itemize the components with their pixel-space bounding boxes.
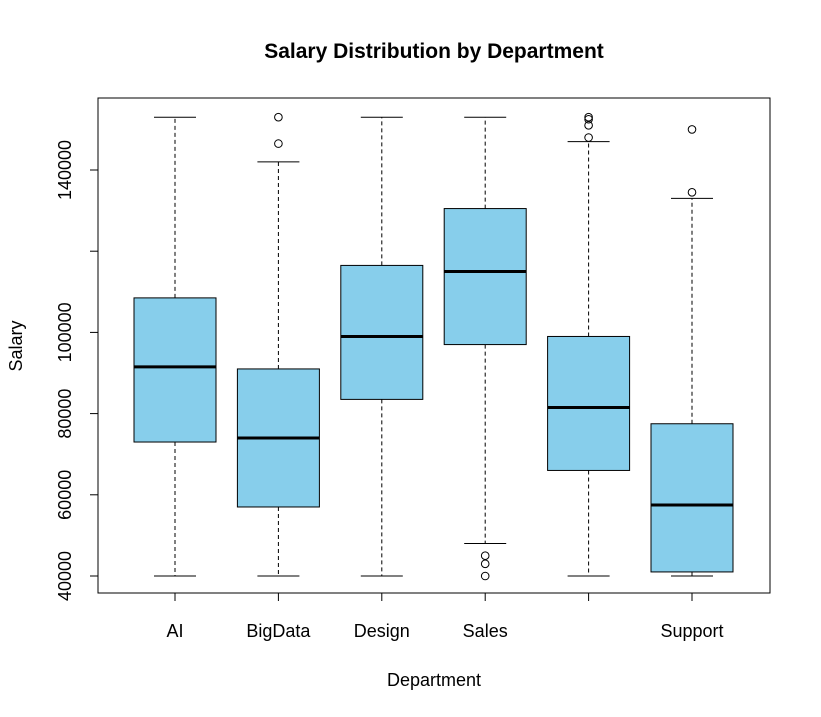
y-tick-label: 80000 [55, 389, 75, 439]
y-axis: 40000 60000 80000 100000 140000 [55, 140, 99, 601]
chart-title: Salary Distribution by Department [264, 40, 604, 63]
x-tick-label: Support [660, 621, 723, 641]
outlier-point [687, 125, 697, 134]
box-group [133, 112, 734, 581]
y-tick-label: 40000 [55, 551, 75, 601]
box-unlabeled [547, 112, 631, 577]
x-tick-label: Sales [463, 621, 508, 641]
outlier-point [687, 188, 697, 197]
iqr-box [547, 335, 631, 471]
outlier-point [274, 112, 283, 122]
y-tick-label: 100000 [55, 302, 75, 362]
y-tick-label: 60000 [55, 470, 75, 520]
outlier-point [480, 559, 490, 569]
x-tick-label: AI [166, 621, 183, 641]
iqr-box [650, 423, 734, 573]
outlier-point [480, 571, 490, 581]
outlier-point [480, 551, 490, 561]
iqr-box [443, 208, 527, 346]
iqr-box [133, 297, 217, 443]
box-bigdata [236, 112, 320, 577]
x-tick-label: BigData [246, 621, 311, 641]
outlier-point [584, 114, 593, 124]
x-axis-label: Department [387, 670, 481, 690]
outlier-point [274, 139, 283, 148]
box-support [650, 125, 734, 577]
box-ai [133, 116, 217, 577]
iqr-box [340, 264, 424, 400]
y-tick-label: 140000 [55, 140, 75, 200]
y-axis-label: Salary [6, 320, 26, 371]
outlier-point [584, 112, 593, 122]
box-design [340, 116, 424, 577]
outlier-point [584, 133, 593, 142]
x-axis: AI BigData Design Sales Support [166, 592, 724, 641]
x-tick-label: Design [354, 621, 410, 641]
box-sales [443, 116, 527, 581]
outlier-point [584, 121, 593, 130]
